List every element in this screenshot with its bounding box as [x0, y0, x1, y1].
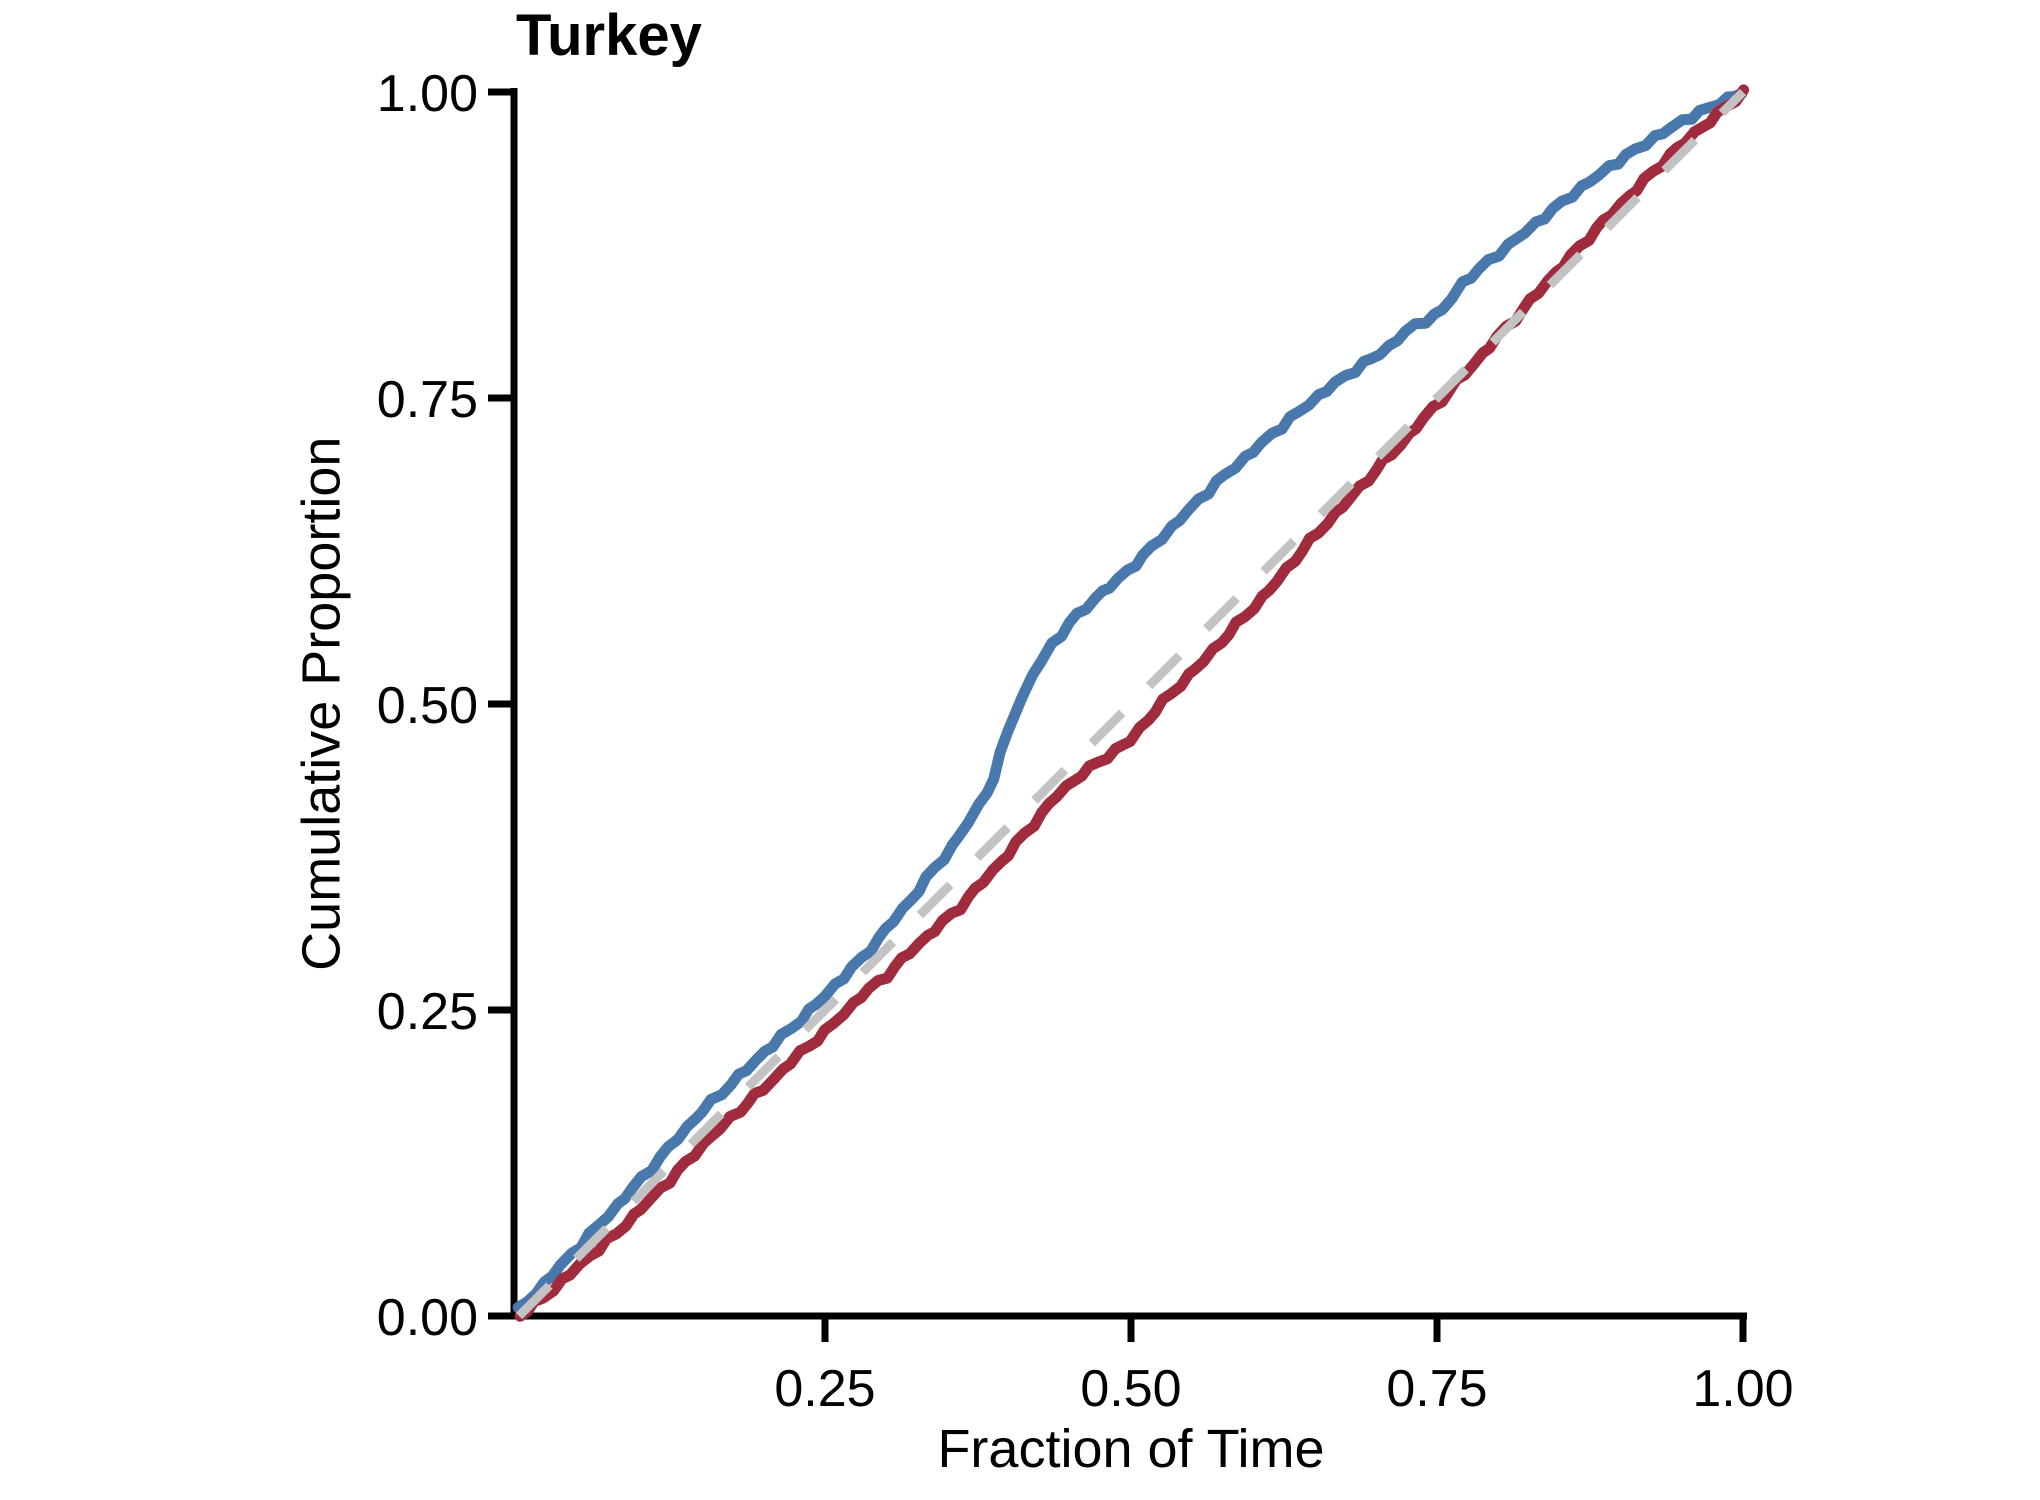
y-tick-label: 1.00 [377, 65, 478, 123]
data-series [512, 84, 1750, 1322]
y-tick-label: 0.75 [377, 371, 478, 429]
series-line-blue [512, 88, 1748, 1313]
x-tick-label: 0.50 [1080, 1360, 1181, 1418]
x-tick-label: 1.00 [1692, 1360, 1793, 1418]
tick-labels: 0.25 0.50 0.75 1.00 0.00 0.25 0.50 0.75 1.00 [377, 65, 1794, 1418]
y-tick-label: 0.00 [377, 1289, 478, 1347]
y-axis-title: Cumulative Proportion [291, 436, 352, 971]
axes [488, 88, 1747, 1342]
series-line-red [514, 84, 1750, 1322]
chart-title: Turkey [516, 3, 702, 68]
diagonal-dashed-line [515, 88, 1747, 1320]
x-tick-label: 0.75 [1386, 1360, 1487, 1418]
x-axis-title: Fraction of Time [937, 1419, 1325, 1479]
reference-diagonal-dashed-line [515, 88, 1747, 1320]
x-tick-label: 0.25 [774, 1360, 875, 1418]
y-tick-label: 0.50 [377, 677, 478, 735]
y-tick-label: 0.25 [377, 983, 478, 1041]
